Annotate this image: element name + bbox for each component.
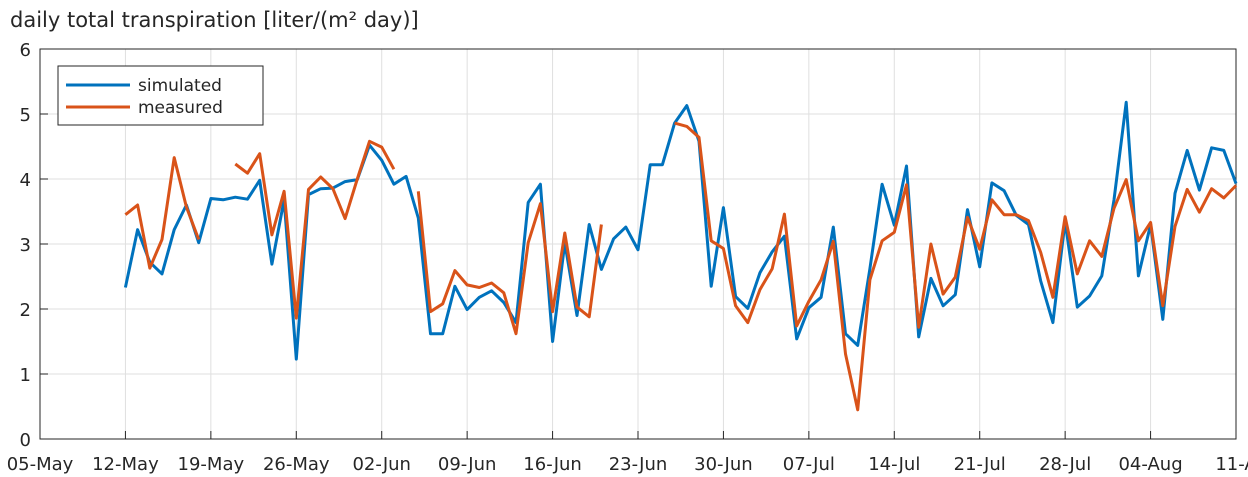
legend-label-simulated: simulated — [138, 76, 222, 96]
x-tick-label: 12-May — [92, 454, 159, 475]
series-line-measured — [674, 121, 1238, 412]
x-tick-label: 09-Jun — [438, 454, 497, 475]
y-tick-label: 6 — [20, 40, 31, 61]
y-tick-label: 4 — [20, 170, 31, 191]
x-tick-label: 30-Jun — [694, 454, 753, 475]
legend-label-measured: measured — [138, 98, 223, 118]
x-tick-label: 26-May — [263, 454, 330, 475]
series-line-measured — [234, 139, 396, 320]
y-tick-label: 3 — [20, 235, 31, 256]
series-line-simulated — [123, 100, 1238, 361]
series-line-measured — [416, 191, 603, 336]
series-line-measured — [124, 156, 201, 270]
chart-title: daily total transpiration [liter/(m² day… — [10, 8, 419, 32]
x-tick-label: 28-Jul — [1039, 454, 1091, 475]
x-tick-label: 19-May — [178, 454, 245, 475]
y-tick-label: 0 — [20, 430, 31, 451]
x-tick-label: 04-Aug — [1118, 454, 1182, 475]
axes: 0 1 2 3 4 5 6 05-May 12-May 19-May 26-May 02-Jun 09-… — [7, 40, 1248, 475]
series-lines — [123, 100, 1238, 412]
x-tick-label: 16-Jun — [523, 454, 582, 475]
x-tick-label: 21-Jul — [954, 454, 1006, 475]
x-tick-label: 07-Jul — [783, 454, 835, 475]
y-tick-label: 5 — [20, 105, 31, 126]
x-tick-label: 05-May — [7, 454, 74, 475]
y-tick-label: 2 — [20, 300, 31, 321]
x-tick-label: 23-Jun — [609, 454, 668, 475]
y-tick-label: 1 — [20, 365, 31, 386]
axis-box — [39, 48, 1237, 440]
x-tick-label: 02-Jun — [352, 454, 411, 475]
x-tick-label: 11-A — [1215, 454, 1248, 475]
x-tick-label: 14-Jul — [868, 454, 920, 475]
legend-box — [57, 65, 264, 126]
